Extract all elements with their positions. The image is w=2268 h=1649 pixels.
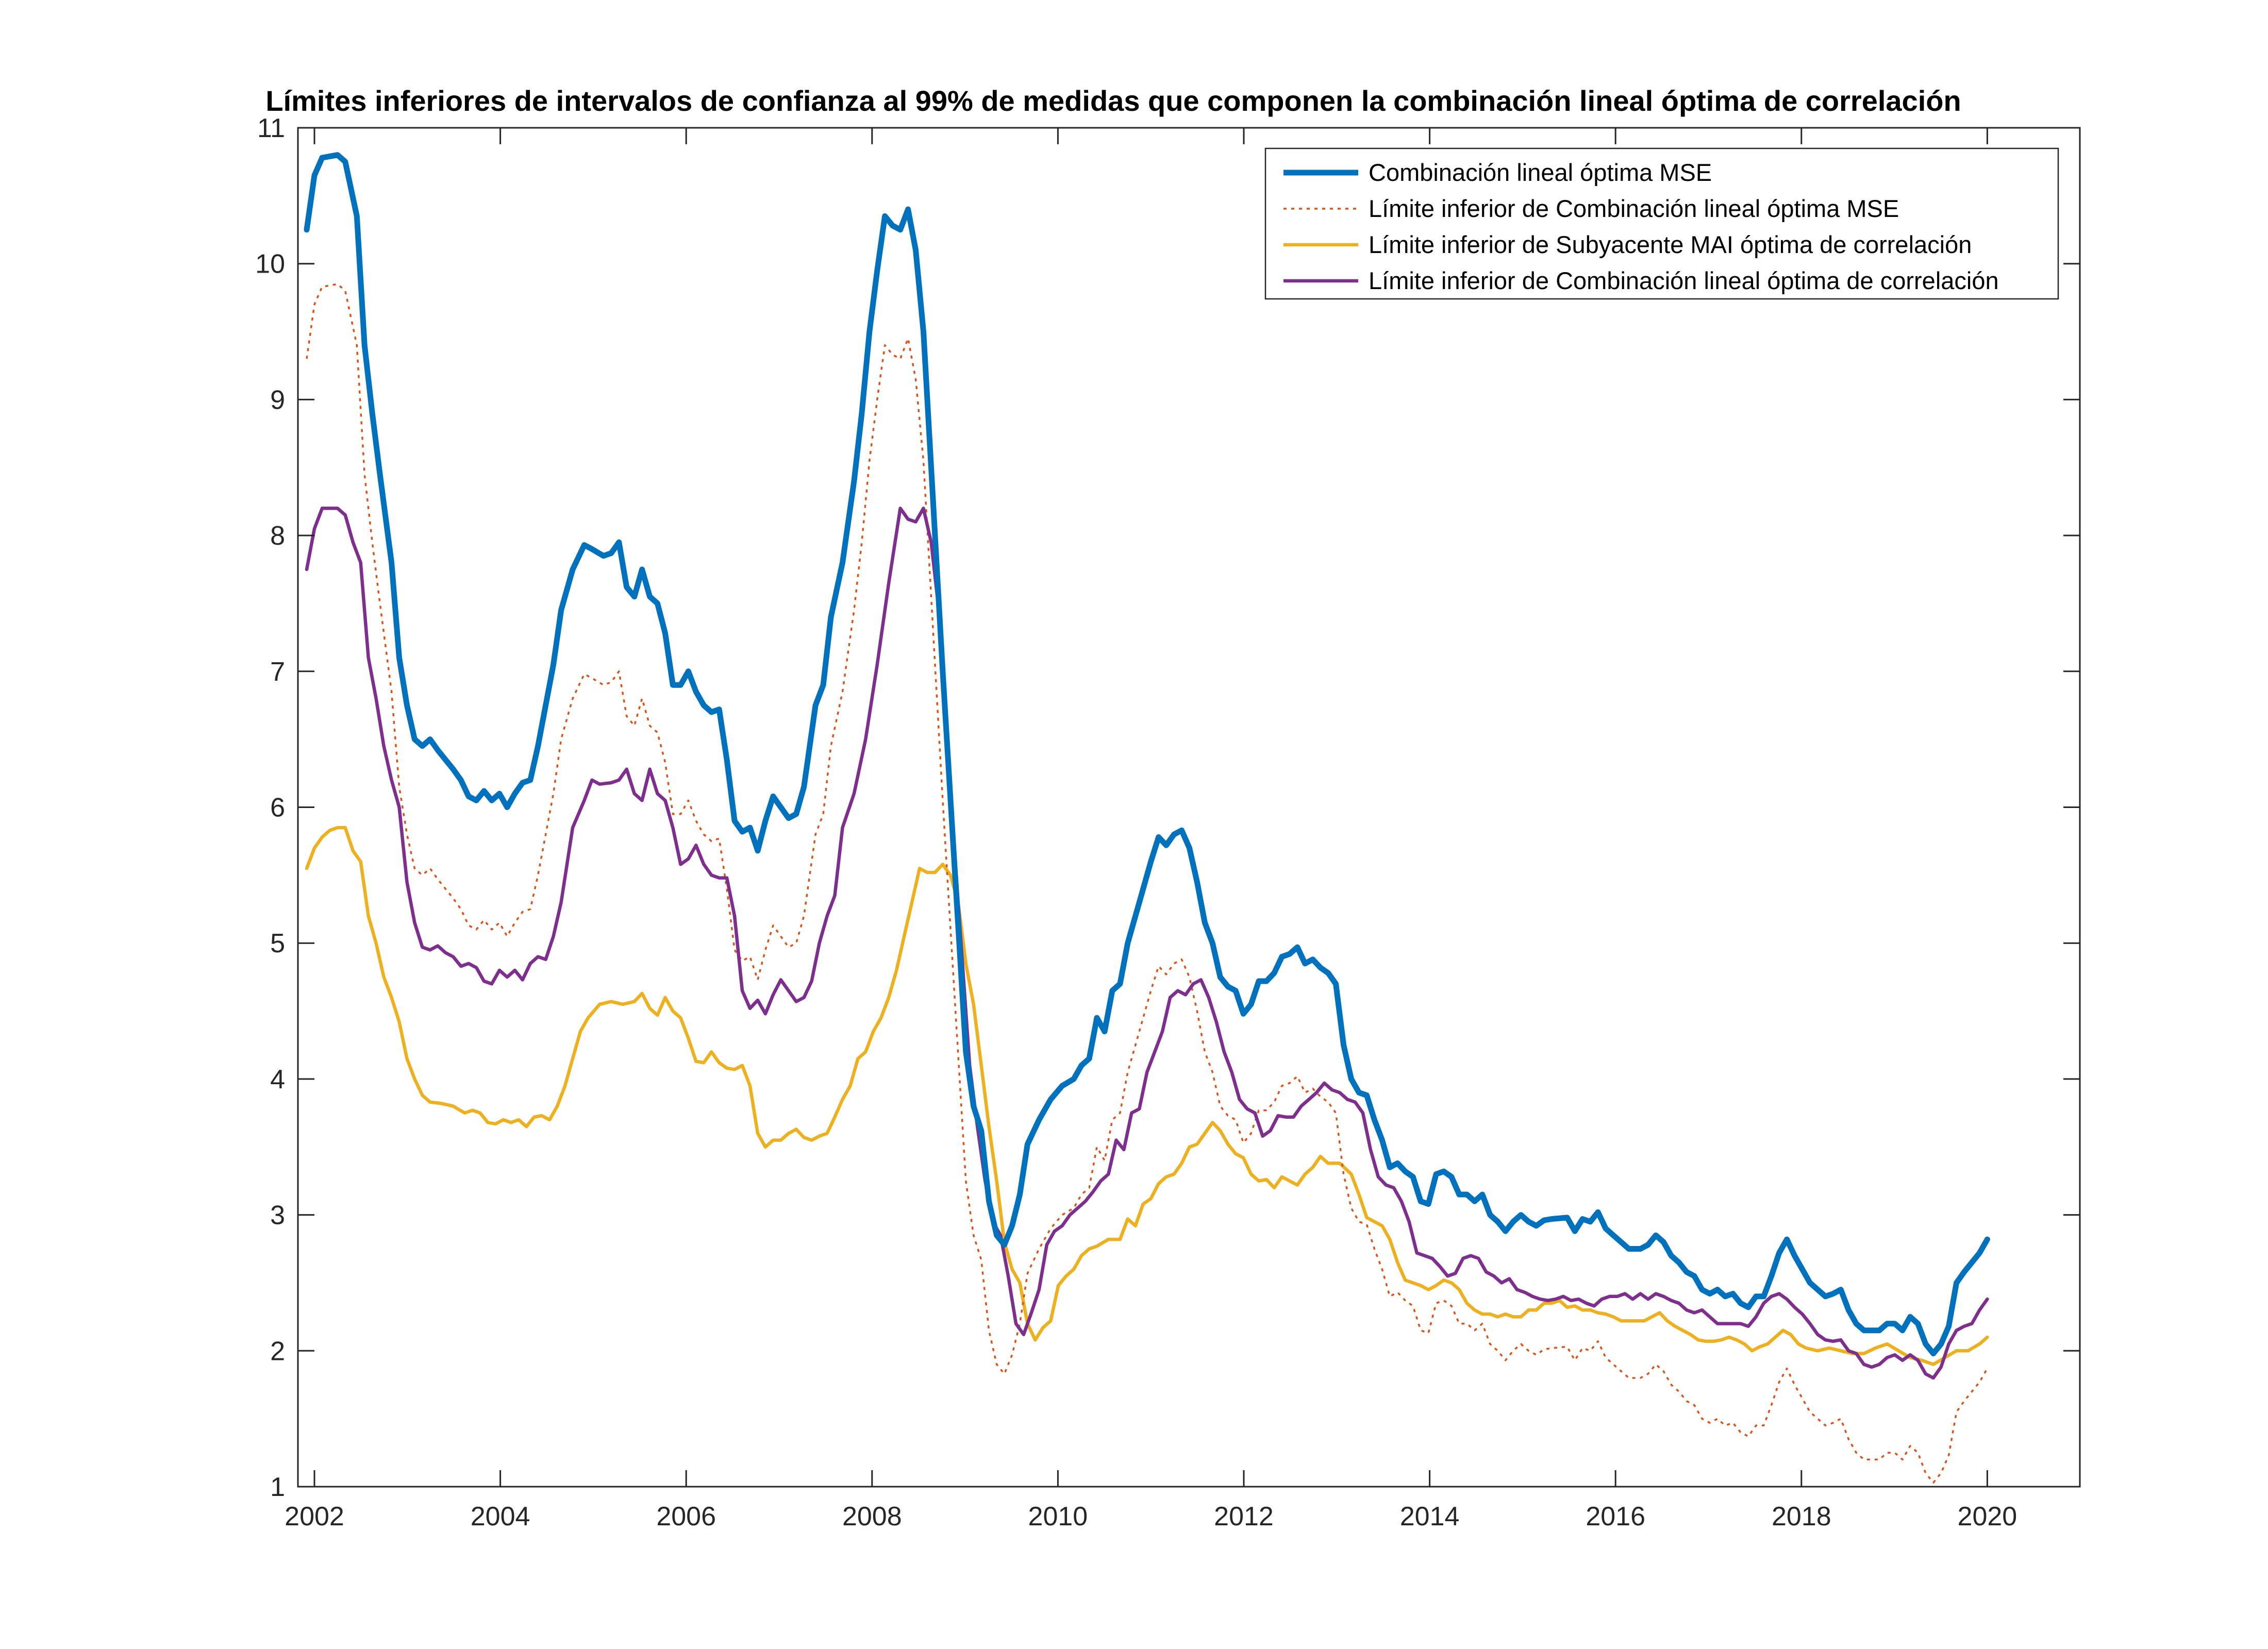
- x-tick-label: 2010: [1028, 1502, 1088, 1532]
- y-tick-label: 3: [270, 1201, 285, 1231]
- legend-label-1: Combinación lineal óptima MSE: [1369, 159, 1712, 186]
- legend: Combinación lineal óptima MSE Límite infe…: [1264, 147, 2059, 300]
- x-tick-label: 2016: [1586, 1502, 1645, 1532]
- legend-label-4: Límite inferior de Combinación lineal óp…: [1369, 267, 1999, 294]
- y-tick-label: 7: [270, 657, 285, 687]
- tick-layer: 2002 2004 2006 2008 2010 2012 2014 2016 2018 2020…: [255, 113, 2080, 1532]
- legend-box: [1264, 147, 2059, 300]
- x-tick-label: 2012: [1214, 1502, 1274, 1532]
- series-line-4: [305, 507, 1989, 1380]
- y-tick-label: 5: [270, 929, 285, 958]
- x-tick-label: 2006: [656, 1502, 716, 1532]
- x-tick-label: 2014: [1400, 1502, 1460, 1532]
- y-tick-label: 8: [270, 521, 285, 551]
- x-tick-label: 2018: [1772, 1502, 1831, 1532]
- y-tick-label: 4: [270, 1065, 285, 1095]
- x-tick-label: 2008: [842, 1502, 902, 1532]
- chart-title: Límites inferiores de intervalos de conf…: [265, 85, 1961, 117]
- y-tick-label: 2: [270, 1336, 285, 1366]
- y-tick-label: 11: [257, 113, 285, 143]
- series-line-2: [306, 283, 1988, 1484]
- series-line-3: [305, 826, 1989, 1366]
- x-tick-label: 2002: [285, 1502, 344, 1532]
- x-tick-label: 2004: [471, 1502, 530, 1532]
- legend-label-2: Límite inferior de Combinación lineal óp…: [1369, 195, 1899, 222]
- y-tick-label: 9: [270, 385, 285, 415]
- y-tick-label: 6: [270, 793, 285, 823]
- x-tick-label: 2020: [1958, 1502, 2017, 1532]
- legend-label-3: Límite inferior de Subyacente MAI óptima…: [1369, 231, 1972, 258]
- y-tick-label: 1: [270, 1472, 285, 1502]
- y-tick-label: 10: [255, 249, 285, 279]
- series-line-1: [304, 152, 1990, 1357]
- series-layer: [304, 152, 1990, 1484]
